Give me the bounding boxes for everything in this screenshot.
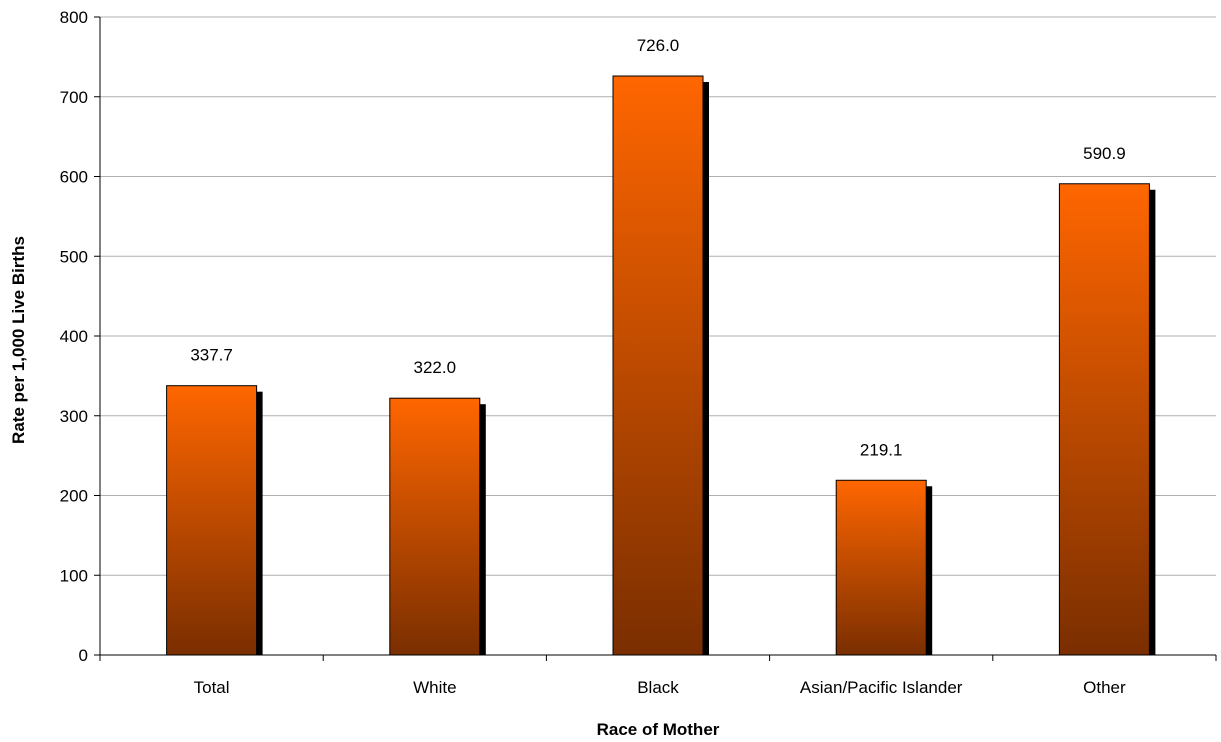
- bar-4: [1058, 183, 1150, 656]
- bar-3: [835, 479, 927, 656]
- category-label-0: Total: [194, 678, 230, 697]
- category-label-4: Other: [1083, 678, 1126, 697]
- y-tick-label-100: 100: [60, 566, 88, 585]
- bar-0: [166, 385, 258, 656]
- y-tick-label-800: 800: [60, 8, 88, 27]
- data-label-3: 219.1: [860, 440, 903, 459]
- y-tick-label-600: 600: [60, 168, 88, 187]
- data-label-2: 726.0: [637, 36, 680, 55]
- bars: [166, 75, 1156, 656]
- data-label-1: 322.0: [414, 358, 457, 377]
- y-tick-label-300: 300: [60, 407, 88, 426]
- category-label-1: White: [413, 678, 456, 697]
- data-label-4: 590.9: [1083, 144, 1126, 163]
- bar-1: [389, 397, 481, 656]
- y-tick-label-0: 0: [79, 646, 88, 665]
- x-axis-title: Race of Mother: [597, 720, 720, 739]
- axes: [94, 16, 1217, 661]
- y-tick-label-700: 700: [60, 88, 88, 107]
- labels: 0 100 200 300 400 500 600 700 800 337.7 Total 322.0…: [60, 8, 1126, 697]
- bar-2: [612, 75, 704, 656]
- category-label-2: Black: [637, 678, 679, 697]
- y-tick-label-200: 200: [60, 487, 88, 506]
- y-tick-label-500: 500: [60, 247, 88, 266]
- data-label-0: 337.7: [190, 346, 233, 365]
- category-label-3: Asian/Pacific Islander: [800, 678, 963, 697]
- y-axis-title: Rate per 1,000 Live Births: [9, 236, 28, 444]
- y-tick-label-400: 400: [60, 327, 88, 346]
